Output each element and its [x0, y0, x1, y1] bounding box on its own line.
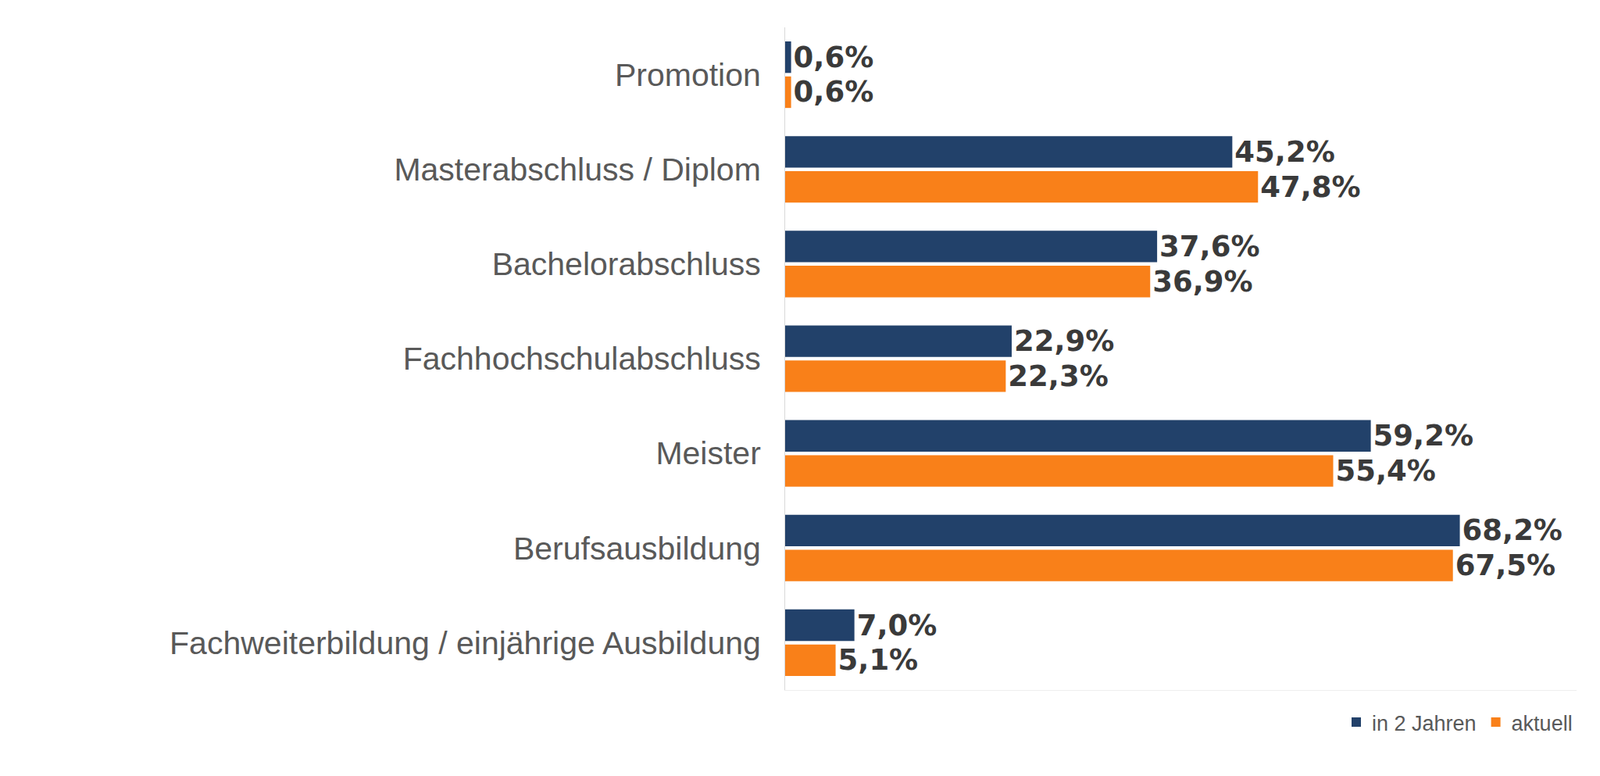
svg-text:aktuell: aktuell — [1511, 711, 1573, 736]
svg-text:47,8%: 47,8% — [1260, 170, 1361, 204]
svg-text:0,6%: 0,6% — [793, 75, 875, 109]
svg-text:Promotion: Promotion — [614, 57, 761, 93]
svg-text:59,2%: 59,2% — [1373, 418, 1474, 453]
svg-text:Meister: Meister — [655, 435, 761, 472]
svg-text:Fachhochschulabschluss: Fachhochschulabschluss — [403, 340, 761, 377]
svg-text:0,6%: 0,6% — [793, 40, 875, 75]
svg-text:Berufsausbildung: Berufsausbildung — [513, 530, 761, 567]
svg-text:in 2 Jahren: in 2 Jahren — [1371, 711, 1477, 736]
svg-text:22,3%: 22,3% — [1007, 359, 1108, 393]
svg-text:5,1%: 5,1% — [838, 642, 919, 677]
svg-text:37,6%: 37,6% — [1159, 229, 1260, 264]
svg-text:68,2%: 68,2% — [1462, 513, 1563, 547]
svg-text:67,5%: 67,5% — [1455, 548, 1556, 583]
svg-text:45,2%: 45,2% — [1234, 135, 1335, 169]
svg-text:Masterabschluss / Diplom: Masterabschluss / Diplom — [393, 151, 761, 188]
svg-text:22,9%: 22,9% — [1014, 324, 1115, 358]
svg-text:Bachelorabschluss: Bachelorabschluss — [492, 246, 761, 283]
svg-text:7,0%: 7,0% — [857, 608, 938, 643]
svg-text:36,9%: 36,9% — [1152, 264, 1253, 299]
svg-text:Fachweiterbildung / einjährige: Fachweiterbildung / einjährige Ausbildun… — [169, 625, 761, 661]
svg-text:55,4%: 55,4% — [1335, 453, 1436, 488]
